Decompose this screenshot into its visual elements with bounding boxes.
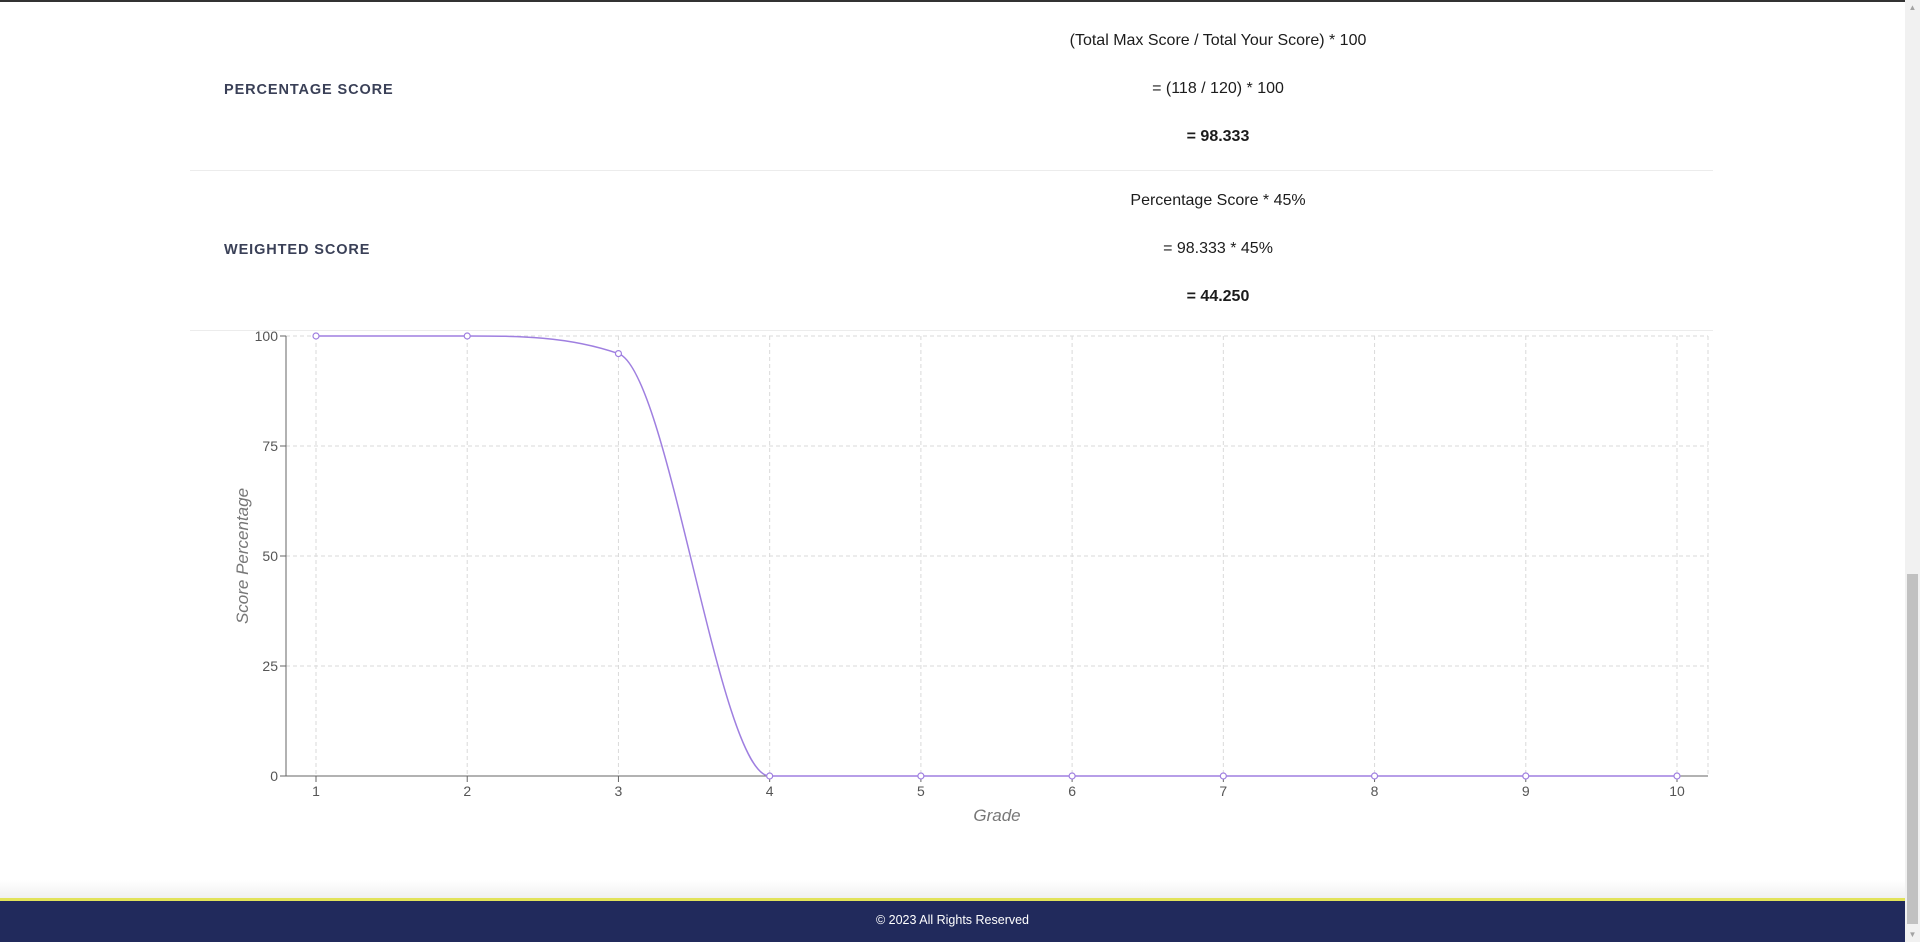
percentage-score-calculation: (Total Max Score / Total Your Score) * 1…: [868, 10, 1568, 170]
x-tick-label: 5: [917, 783, 925, 799]
x-tick-label: 2: [463, 783, 471, 799]
footer-shadow: [0, 880, 1905, 898]
series-line: [316, 335, 1677, 777]
top-border: [0, 0, 1905, 2]
data-point[interactable]: [1673, 772, 1681, 780]
y-tick-label: 50: [262, 548, 278, 564]
percentage-score-result: = 98.333: [1186, 128, 1250, 145]
y-tick-label: 75: [262, 438, 278, 454]
scroll-down-arrow-icon[interactable]: ▼: [1908, 930, 1917, 939]
weighted-score-result: = 44.250: [1186, 288, 1250, 305]
y-axis-title: Score Percentage: [233, 488, 252, 624]
x-tick-label: 8: [1371, 783, 1379, 799]
x-tick-label: 9: [1522, 783, 1530, 799]
x-axis-title: Grade: [973, 806, 1020, 825]
x-tick-label: 4: [766, 783, 774, 799]
scrollbar-thumb[interactable]: [1907, 574, 1918, 924]
data-point[interactable]: [1068, 772, 1076, 780]
weighted-score-row: WEIGHTED SCORE Percentage Score * 45% = …: [190, 170, 1713, 331]
chart-axes: [280, 335, 1708, 782]
x-tick-label: 7: [1219, 783, 1227, 799]
chart-labels: 0 25 50 75 100 1 2 3 4 5 6 7 8 9 10 Grade Score Percenta…: [233, 328, 1685, 825]
weighted-score-formula: Percentage Score * 45%: [1130, 192, 1306, 209]
weighted-score-substitution: = 98.333 * 45%: [1163, 240, 1273, 257]
percentage-score-substitution: = (118 / 120) * 100: [1152, 80, 1284, 97]
weighted-score-calculation: Percentage Score * 45% = 98.333 * 45% = …: [868, 170, 1568, 330]
weighted-score-label: WEIGHTED SCORE: [224, 242, 371, 258]
percentage-score-row: PERCENTAGE SCORE (Total Max Score / Tota…: [190, 10, 1713, 171]
x-tick-label: 3: [615, 783, 623, 799]
x-tick-label: 6: [1068, 783, 1076, 799]
footer-copyright: © 2023 All Rights Reserved: [875, 913, 1030, 927]
percentage-score-formula: (Total Max Score / Total Your Score) * 1…: [1069, 32, 1367, 49]
y-tick-label: 100: [255, 328, 279, 344]
data-point[interactable]: [614, 350, 623, 358]
data-point[interactable]: [463, 332, 471, 340]
scroll-up-arrow-icon[interactable]: ▲: [1908, 3, 1917, 12]
footer: © 2023 All Rights Reserved: [0, 898, 1905, 942]
data-point[interactable]: [766, 772, 774, 780]
chart-grid: [286, 335, 1709, 777]
x-tick-label: 1: [312, 783, 320, 799]
percentage-score-label: PERCENTAGE SCORE: [224, 82, 394, 98]
x-tick-label: 10: [1669, 783, 1685, 799]
vertical-scrollbar[interactable]: ▲ ▼: [1905, 0, 1920, 942]
y-tick-label: 0: [270, 768, 278, 784]
data-point[interactable]: [917, 772, 925, 780]
chart-series: [312, 332, 1681, 780]
data-point[interactable]: [1370, 772, 1379, 780]
data-point[interactable]: [312, 332, 320, 340]
score-chart: 0 25 50 75 100 1 2 3 4 5 6 7 8 9 10 Grade Score Percenta…: [233, 328, 1709, 825]
data-point[interactable]: [1522, 772, 1530, 780]
data-point[interactable]: [1219, 772, 1227, 780]
y-tick-label: 25: [262, 658, 278, 674]
